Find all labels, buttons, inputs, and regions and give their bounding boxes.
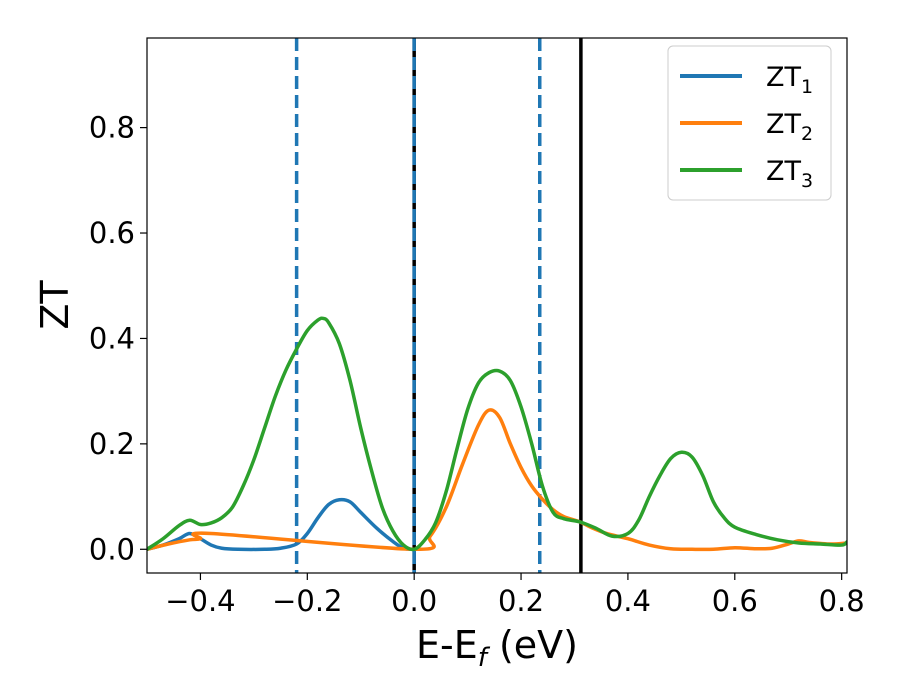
x-tick-label: 0.4 [605,584,651,618]
y-tick-label: 0.6 [89,216,135,250]
x-tick-label: −0.4 [165,584,235,618]
legend: ZT1 ZT2 ZT3 [667,45,832,201]
series-lines [147,316,847,552]
x-tick-label: 0.8 [819,584,865,618]
x-tick-label: 0.0 [391,584,437,618]
y-tick-label: 0.8 [89,111,135,145]
y-tick-label: 0.2 [89,427,135,461]
x-tick-label: −0.2 [272,584,342,618]
x-tick-label: 0.6 [712,584,758,618]
x-axis: −0.4 −0.2 0.0 0.2 0.4 0.6 0.8 [165,573,865,618]
legend-label-zt3: ZT3 [766,156,813,192]
y-axis: 0.0 0.2 0.4 0.6 0.8 [89,111,147,566]
legend-box [667,45,832,201]
x-tick-label: 0.2 [498,584,544,618]
reference-lines [294,38,583,573]
series-line-zt3 [147,316,847,552]
x-axis-label: E-Ef (eV) [416,623,578,673]
y-axis-label: ZT [33,280,77,330]
plot-frame [146,37,848,574]
y-tick-label: 0.0 [89,532,135,566]
legend-label-zt2: ZT2 [766,109,813,145]
y-tick-label: 0.4 [89,321,135,355]
legend-label-zt1: ZT1 [766,62,813,98]
